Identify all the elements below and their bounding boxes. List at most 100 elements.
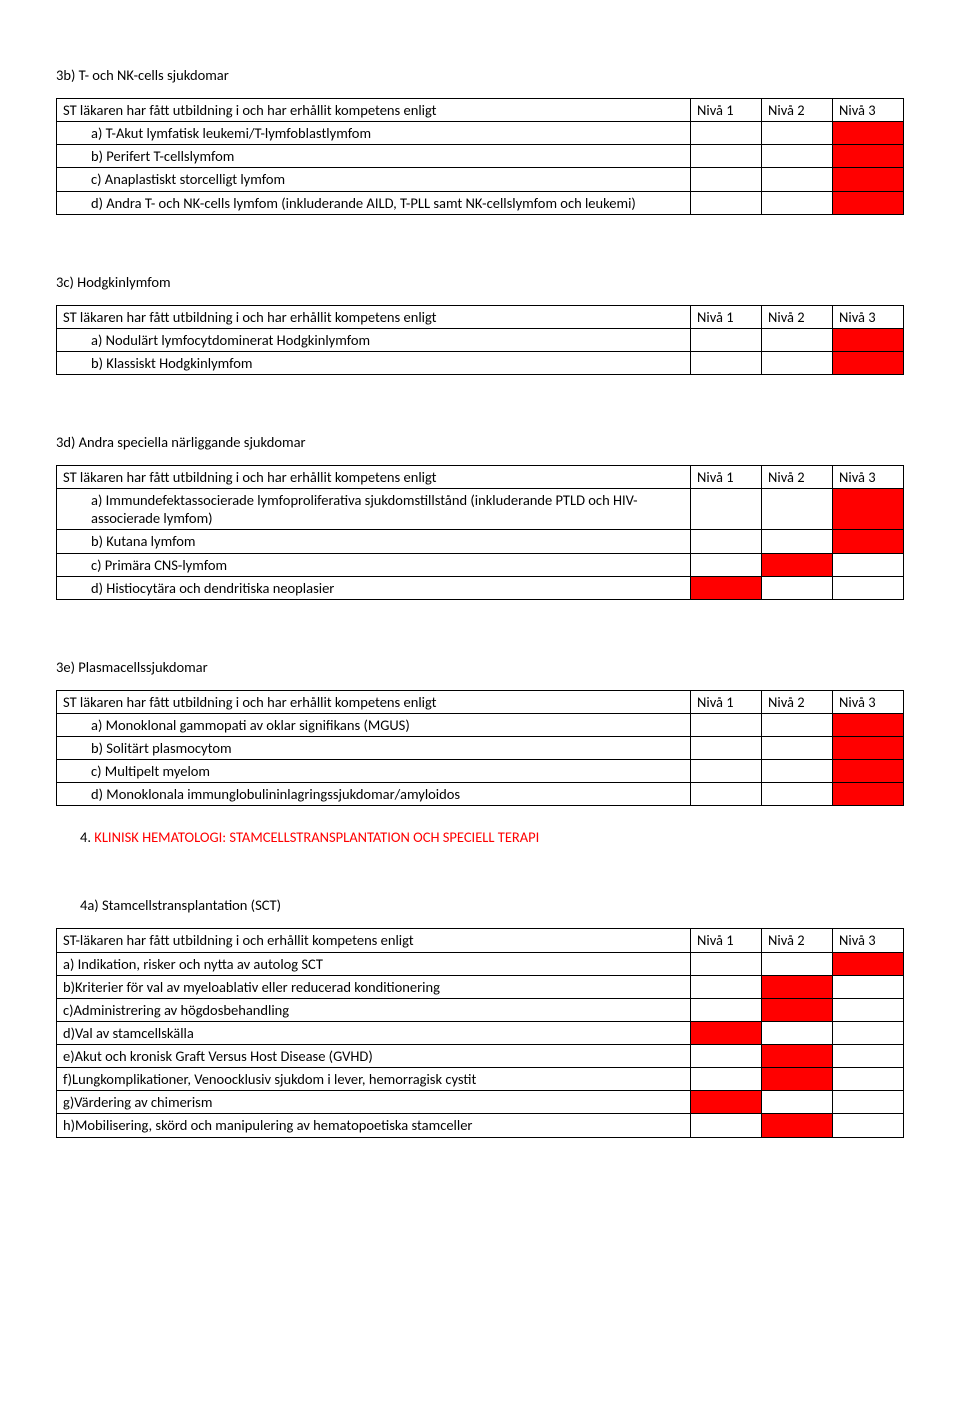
table-row: a) Immundefektassocierade lymfoprolifera…	[57, 489, 904, 530]
cell-niv3	[833, 783, 904, 806]
row-label: d) Andra T- och NK-cells lymfom (inklude…	[57, 191, 691, 214]
cell-niv3	[833, 713, 904, 736]
table-row: b) Perifert T-cellslymfom	[57, 145, 904, 168]
cell-niv1	[691, 351, 762, 374]
cell-niv2	[762, 783, 833, 806]
header-label: ST-läkaren har fått utbildning i och erh…	[57, 929, 691, 952]
cell-niv1	[691, 530, 762, 553]
cell-niv3	[833, 737, 904, 760]
table-row: b) Kutana lymfom	[57, 530, 904, 553]
heading-4: 4. KLINISK HEMATOLOGI: STAMCELLSTRANSPLA…	[80, 828, 904, 846]
col-niv2: Nivå 2	[762, 690, 833, 713]
cell-niv3	[833, 1114, 904, 1137]
cell-niv2	[762, 737, 833, 760]
col-niv2: Nivå 2	[762, 466, 833, 489]
cell-niv2	[762, 530, 833, 553]
cell-niv1	[691, 998, 762, 1021]
cell-niv3	[833, 122, 904, 145]
section-title-4a: 4a) Stamcellstransplantation (SCT)	[80, 896, 904, 914]
section-title-3e: 3e) Plasmacellssjukdomar	[56, 658, 904, 676]
cell-niv3	[833, 975, 904, 998]
cell-niv2	[762, 998, 833, 1021]
cell-niv1	[691, 576, 762, 599]
row-label: b)Kriterier för val av myeloablativ elle…	[57, 975, 691, 998]
cell-niv1	[691, 1068, 762, 1091]
row-label: h)Mobilisering, skörd och manipulering a…	[57, 1114, 691, 1137]
table-4a: ST-läkaren har fått utbildning i och erh…	[56, 928, 904, 1137]
row-label: d)Val av stamcellskälla	[57, 1021, 691, 1044]
table-row: c)Administrering av högdosbehandling	[57, 998, 904, 1021]
cell-niv1	[691, 783, 762, 806]
cell-niv2	[762, 760, 833, 783]
cell-niv1	[691, 553, 762, 576]
col-niv3: Nivå 3	[833, 305, 904, 328]
cell-niv2	[762, 145, 833, 168]
table-row: d) Monoklonala immunglobulininlagringssj…	[57, 783, 904, 806]
cell-niv3	[833, 1021, 904, 1044]
row-label: g)Värdering av chimerism	[57, 1091, 691, 1114]
cell-niv3	[833, 328, 904, 351]
col-niv1: Nivå 1	[691, 690, 762, 713]
row-label: c)Administrering av högdosbehandling	[57, 998, 691, 1021]
cell-niv2	[762, 168, 833, 191]
cell-niv1	[691, 489, 762, 530]
header-label: ST läkaren har fått utbildning i och har…	[57, 99, 691, 122]
cell-niv1	[691, 1021, 762, 1044]
cell-niv2	[762, 952, 833, 975]
table-row: a) T-Akut lymfatisk leukemi/T-lymfoblast…	[57, 122, 904, 145]
row-label: b) Perifert T-cellslymfom	[57, 145, 691, 168]
cell-niv1	[691, 168, 762, 191]
section-title-3b: 3b) T- och NK-cells sjukdomar	[56, 66, 904, 84]
table-row: c) Primära CNS-lymfom	[57, 553, 904, 576]
col-niv2: Nivå 2	[762, 305, 833, 328]
row-label: b) Klassiskt Hodgkinlymfom	[57, 351, 691, 374]
table-header-row: ST läkaren har fått utbildning i och har…	[57, 466, 904, 489]
table-row: c) Anaplastiskt storcelligt lymfom	[57, 168, 904, 191]
table-row: g)Värdering av chimerism	[57, 1091, 904, 1114]
table-row: d) Histiocytära och dendritiska neoplasi…	[57, 576, 904, 599]
cell-niv3	[833, 760, 904, 783]
table-row: a) Indikation, risker och nytta av autol…	[57, 952, 904, 975]
cell-niv3	[833, 489, 904, 530]
cell-niv3	[833, 553, 904, 576]
row-label: d) Monoklonala immunglobulininlagringssj…	[57, 783, 691, 806]
table-row: e)Akut och kronisk Graft Versus Host Dis…	[57, 1045, 904, 1068]
cell-niv1	[691, 122, 762, 145]
cell-niv1	[691, 1091, 762, 1114]
header-label: ST läkaren har fått utbildning i och har…	[57, 690, 691, 713]
col-niv1: Nivå 1	[691, 929, 762, 952]
table-row: a) Nodulärt lymfocytdominerat Hodgkinlym…	[57, 328, 904, 351]
cell-niv3	[833, 168, 904, 191]
cell-niv2	[762, 351, 833, 374]
table-3b: ST läkaren har fått utbildning i och har…	[56, 98, 904, 215]
heading-4-text: KLINISK HEMATOLOGI: STAMCELLSTRANSPLANTA…	[94, 828, 539, 846]
col-niv1: Nivå 1	[691, 305, 762, 328]
section-title-3c: 3c) Hodgkinlymfom	[56, 273, 904, 291]
col-niv1: Nivå 1	[691, 99, 762, 122]
cell-niv1	[691, 145, 762, 168]
cell-niv1	[691, 1114, 762, 1137]
table-3e: ST läkaren har fått utbildning i och har…	[56, 690, 904, 807]
cell-niv2	[762, 1021, 833, 1044]
table-row: h)Mobilisering, skörd och manipulering a…	[57, 1114, 904, 1137]
cell-niv3	[833, 191, 904, 214]
cell-niv1	[691, 713, 762, 736]
cell-niv1	[691, 737, 762, 760]
col-niv3: Nivå 3	[833, 690, 904, 713]
cell-niv2	[762, 191, 833, 214]
row-label: a) T-Akut lymfatisk leukemi/T-lymfoblast…	[57, 122, 691, 145]
cell-niv1	[691, 1045, 762, 1068]
row-label: a) Immundefektassocierade lymfoprolifera…	[57, 489, 691, 530]
header-label: ST läkaren har fått utbildning i och har…	[57, 305, 691, 328]
row-label: c) Anaplastiskt storcelligt lymfom	[57, 168, 691, 191]
cell-niv1	[691, 191, 762, 214]
row-label: a) Indikation, risker och nytta av autol…	[57, 952, 691, 975]
table-row: d)Val av stamcellskälla	[57, 1021, 904, 1044]
row-label: a) Nodulärt lymfocytdominerat Hodgkinlym…	[57, 328, 691, 351]
row-label: c) Multipelt myelom	[57, 760, 691, 783]
col-niv2: Nivå 2	[762, 929, 833, 952]
heading-4-number: 4.	[80, 828, 91, 846]
cell-niv2	[762, 122, 833, 145]
section-title-3d: 3d) Andra speciella närliggande sjukdoma…	[56, 433, 904, 451]
cell-niv3	[833, 351, 904, 374]
